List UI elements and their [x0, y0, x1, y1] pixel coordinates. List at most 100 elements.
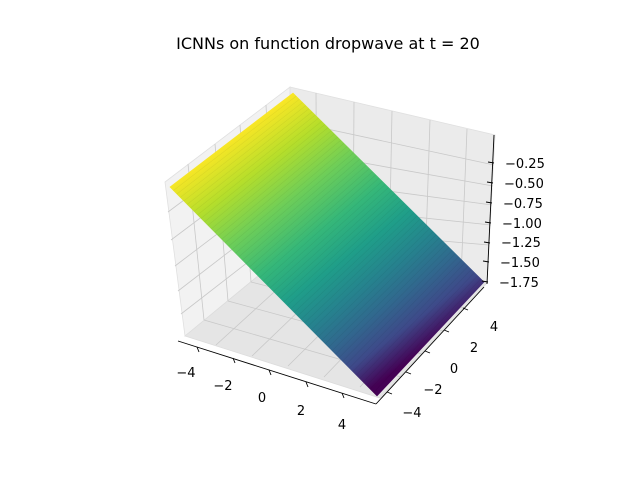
mesh-line	[221, 140, 341, 240]
x-tick-label: 2	[297, 404, 305, 419]
mesh-line	[297, 209, 411, 317]
mesh-line	[183, 105, 306, 202]
mesh-line	[359, 266, 469, 379]
x-tick-label: 4	[338, 418, 346, 433]
mesh-line	[225, 143, 345, 243]
mesh-line	[300, 212, 415, 320]
grid-line	[460, 128, 468, 279]
mesh-line	[290, 203, 405, 310]
y-tick-label: −4	[402, 406, 421, 421]
mesh-line	[280, 193, 396, 299]
mesh-line	[173, 95, 297, 191]
mesh-line	[362, 269, 472, 383]
mesh-line	[273, 187, 389, 292]
mesh-line	[293, 206, 408, 313]
z-tick-labels: −1.75 −1.50 −1.25 −1.00 −0.75 −0.50 −0.2…	[499, 157, 545, 291]
mesh-line	[238, 155, 357, 257]
mesh-line	[256, 171, 373, 275]
z-tick-label: −0.75	[503, 197, 543, 212]
mesh-line	[373, 278, 482, 393]
mesh-line	[338, 247, 450, 358]
mesh-line	[352, 259, 462, 372]
x-axis-line	[177, 340, 377, 405]
mesh-line	[342, 250, 453, 362]
mesh-line	[269, 184, 386, 289]
mesh-line	[245, 162, 364, 264]
chart-title: ICNNs on function dropwave at t = 20	[176, 34, 480, 53]
mesh-line	[311, 221, 424, 331]
y-tick-label: −2	[423, 383, 442, 398]
mesh-line	[249, 165, 367, 268]
mesh-line	[266, 180, 383, 285]
mesh-line	[349, 256, 459, 369]
mesh-line	[187, 108, 310, 205]
mesh-line	[207, 127, 329, 226]
x-tick-label: −2	[213, 379, 232, 394]
y-axis-line	[375, 286, 485, 405]
y-tick-label: 0	[450, 362, 458, 377]
mesh-line	[211, 130, 332, 230]
z-tick-mark	[486, 181, 494, 184]
mesh-line	[180, 102, 303, 198]
mesh-line	[228, 146, 348, 247]
surface-mesh	[173, 95, 482, 393]
mesh-line	[262, 177, 380, 282]
z-tick-label: −1.75	[499, 276, 539, 291]
mesh-line	[325, 234, 437, 344]
mesh-line	[321, 231, 434, 341]
z-tick-label: −0.25	[505, 157, 545, 172]
y-tick-mark	[386, 391, 393, 395]
y-tick-labels: −4 −2 0 2 4	[402, 320, 498, 421]
z-axis-line	[486, 134, 495, 285]
z-tick-mark	[487, 161, 495, 164]
mesh-line	[193, 114, 316, 212]
mesh-line	[204, 124, 326, 223]
z-tick-mark	[481, 280, 489, 283]
mesh-line	[283, 196, 399, 303]
mesh-line	[252, 168, 370, 271]
mesh-line	[259, 174, 376, 278]
mesh-line	[190, 111, 313, 209]
z-tick-label: −1.25	[501, 236, 541, 251]
mesh-line	[304, 215, 418, 324]
mesh-line	[231, 149, 351, 250]
mesh-line	[287, 199, 402, 306]
x-tick-mark	[341, 392, 345, 399]
y-tick-label: 2	[470, 341, 478, 356]
x-tick-labels: −4 −2 0 2 4	[176, 366, 346, 433]
x-tick-mark	[305, 381, 309, 388]
z-tick-label: −1.00	[502, 217, 542, 232]
mesh-line	[366, 272, 475, 386]
z-tick-mark	[482, 260, 490, 263]
z-tick-mark	[485, 201, 493, 204]
mesh-line	[318, 228, 431, 337]
mesh-line	[197, 117, 319, 216]
mesh-line	[176, 99, 300, 195]
mesh-line	[307, 218, 421, 327]
mesh-line	[356, 262, 466, 376]
mesh-line	[335, 243, 447, 355]
surface	[169, 92, 485, 397]
x-tick-mark	[196, 346, 200, 353]
x-tick-label: −4	[176, 366, 195, 381]
mesh-line	[276, 190, 392, 296]
mesh-line	[200, 121, 322, 219]
z-tick-label: −0.50	[504, 177, 544, 192]
mesh-line	[345, 253, 456, 365]
x-tick-mark	[268, 369, 272, 376]
mesh-line	[242, 158, 361, 261]
axes	[177, 134, 495, 405]
mesh-line	[214, 133, 335, 233]
y-tick-mark	[405, 371, 412, 375]
z-tick-mark	[484, 221, 492, 224]
y-tick-mark	[462, 307, 469, 311]
mesh-line	[218, 136, 338, 236]
y-tick-label: 4	[490, 320, 498, 335]
x-tick-label: 0	[258, 391, 266, 406]
x-tick-mark	[232, 357, 236, 364]
z-tick-mark	[483, 241, 491, 244]
y-tick-mark	[424, 350, 431, 354]
mesh-line	[328, 237, 440, 348]
